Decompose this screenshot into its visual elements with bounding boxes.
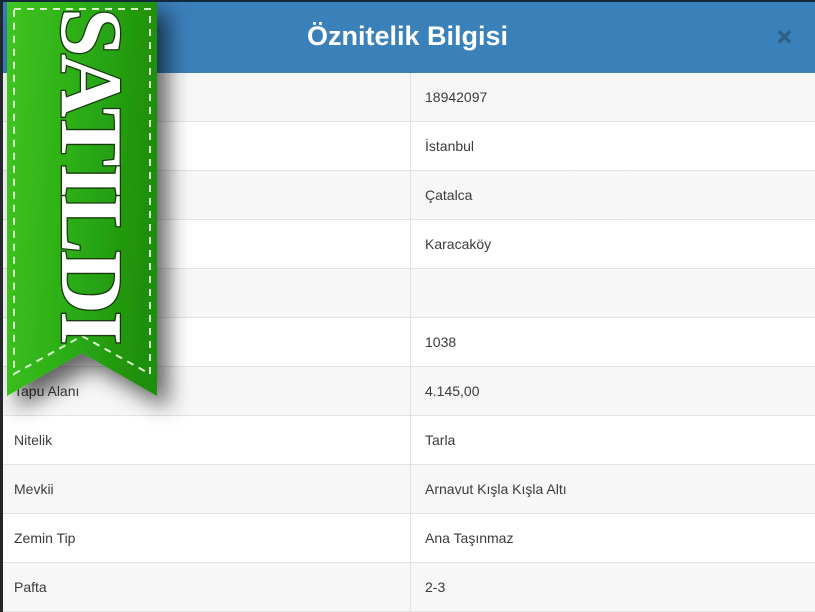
svg-text:SATILDI: SATILDI	[42, 8, 139, 343]
